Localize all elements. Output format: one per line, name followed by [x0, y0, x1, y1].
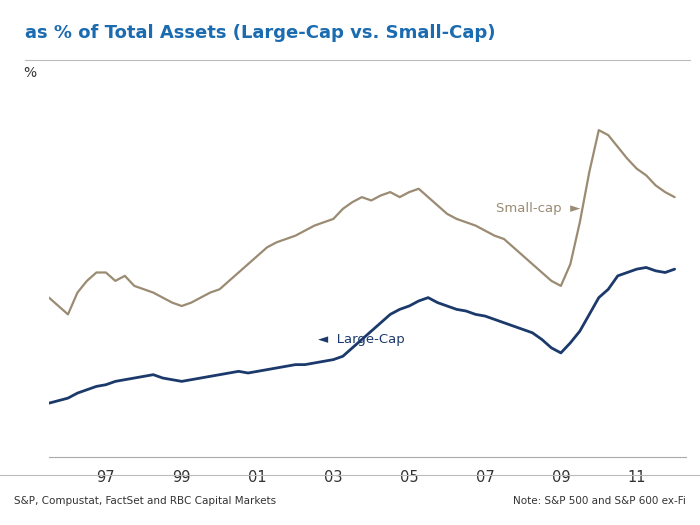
Text: ◄  Large-Cap: ◄ Large-Cap [318, 333, 405, 346]
Text: Note: S&P 500 and S&P 600 ex-Fi: Note: S&P 500 and S&P 600 ex-Fi [513, 496, 686, 507]
Text: %: % [24, 66, 36, 80]
Text: S&P, Compustat, FactSet and RBC Capital Markets: S&P, Compustat, FactSet and RBC Capital … [14, 496, 276, 507]
Text: Small-cap  ►: Small-cap ► [496, 202, 581, 215]
Text: as % of Total Assets (Large-Cap vs. Small-Cap): as % of Total Assets (Large-Cap vs. Smal… [25, 24, 495, 41]
